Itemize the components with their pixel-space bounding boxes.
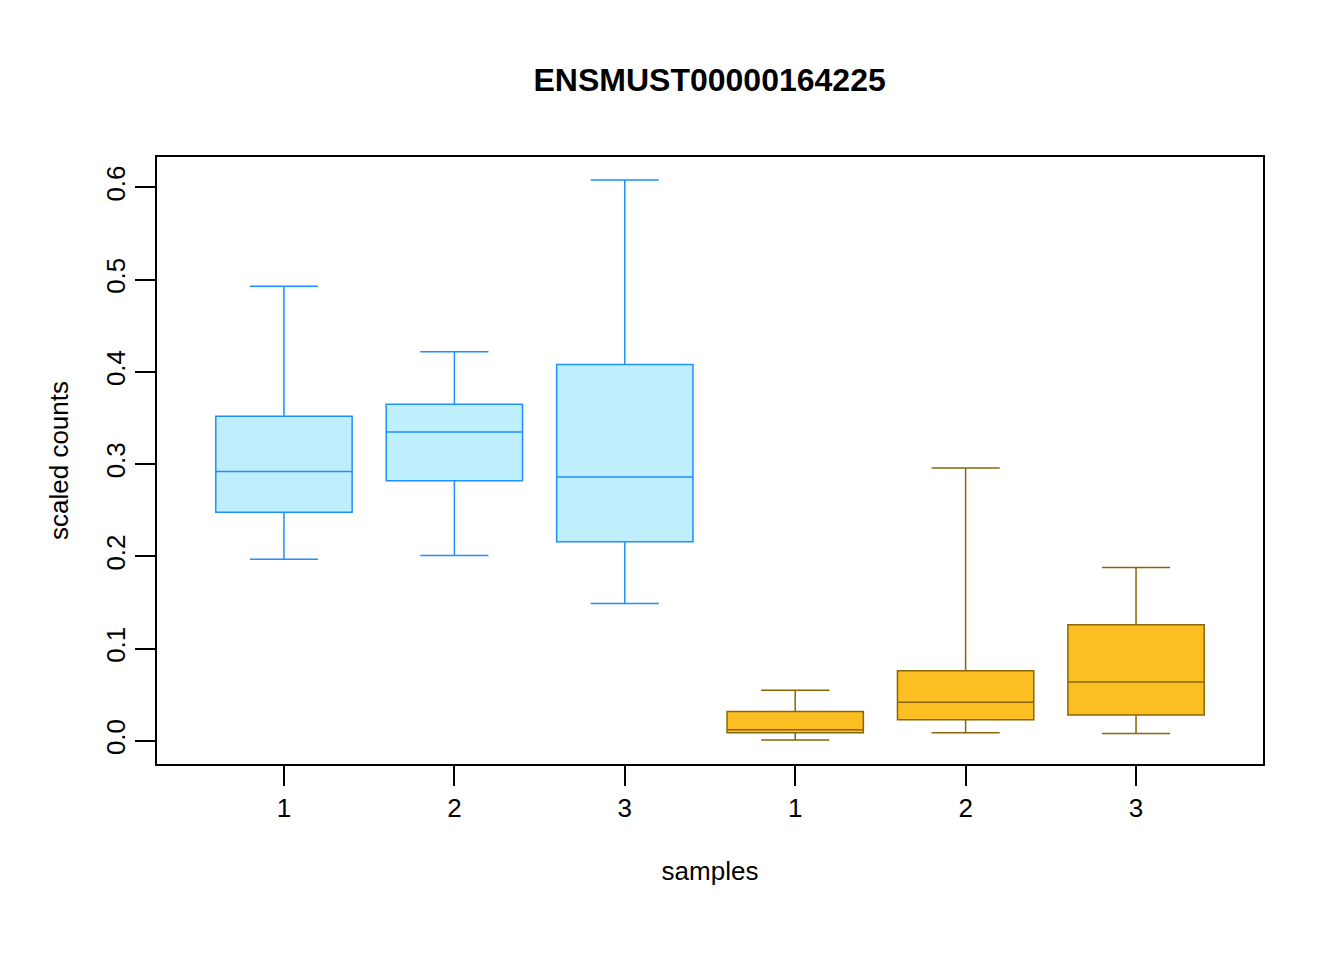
svg-text:0.1: 0.1 — [101, 627, 131, 663]
svg-text:2: 2 — [958, 793, 972, 823]
svg-text:0.6: 0.6 — [101, 165, 131, 201]
svg-text:0.0: 0.0 — [101, 719, 131, 755]
svg-text:3: 3 — [1129, 793, 1143, 823]
svg-text:0.5: 0.5 — [101, 258, 131, 294]
svg-text:0.2: 0.2 — [101, 534, 131, 570]
svg-text:3: 3 — [618, 793, 632, 823]
svg-text:ENSMUST00000164225: ENSMUST00000164225 — [534, 62, 886, 98]
svg-text:0.4: 0.4 — [101, 350, 131, 386]
svg-text:scaled counts: scaled counts — [44, 381, 74, 540]
svg-text:0.3: 0.3 — [101, 442, 131, 478]
svg-text:1: 1 — [277, 793, 291, 823]
svg-text:2: 2 — [447, 793, 461, 823]
svg-text:1: 1 — [788, 793, 802, 823]
svg-text:samples: samples — [662, 856, 759, 886]
